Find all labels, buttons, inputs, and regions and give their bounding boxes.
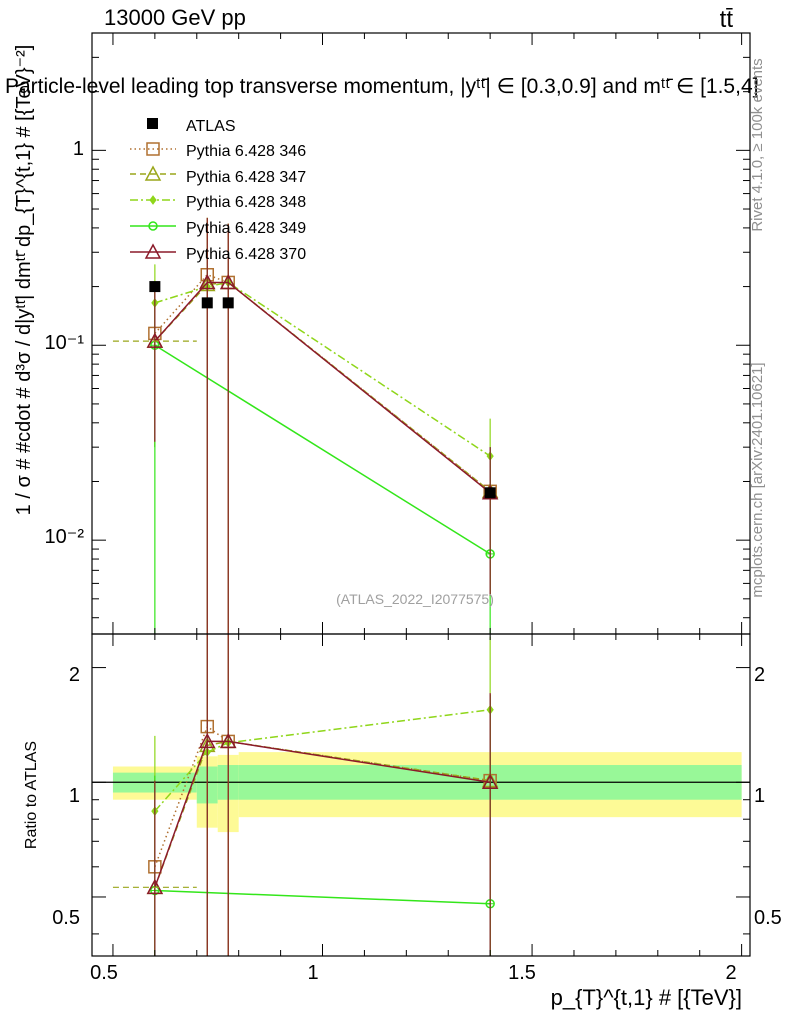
legend-marker-pythia-6-428-349 xyxy=(148,221,158,231)
pythia-6-428-348-ratio-line xyxy=(154,709,491,812)
legend-label-346: Pythia 6.428 346 xyxy=(186,143,306,160)
atlas-point-2 xyxy=(222,297,234,309)
ratio-series-layer xyxy=(112,634,499,956)
pythia-6-428-370-ratio-point-1 xyxy=(198,732,216,749)
legend-label-348: Pythia 6.428 348 xyxy=(186,194,306,211)
main-y-tick-label-1: 1 xyxy=(73,138,84,160)
legend-marker-pythia-6-428-346 xyxy=(146,142,160,156)
main-y-axis-label: 1 / σ # #cdot # d³σ / d|yᵗᵗ̄| dmᵗᵗ̄ dp_{… xyxy=(13,45,35,516)
ratio-y-axis-label: Ratio to ATLAS xyxy=(23,741,40,849)
process-label: tt̄ xyxy=(720,6,734,33)
x-axis-label: p_{T}^{t,1} # [{TeV}] xyxy=(551,985,742,1010)
x-tick-label-0.5: 0.5 xyxy=(90,962,118,984)
legend-label-347: Pythia 6.428 347 xyxy=(186,169,306,186)
ratio-y-tick-label-right-2: 2 xyxy=(754,664,765,686)
main-series-layer xyxy=(112,217,499,634)
ratio-y-tick-label-2: 2 xyxy=(69,664,80,686)
pythia-6-428-370-ratio-line xyxy=(154,740,491,888)
pythia-6-428-370-ratio-point-2 xyxy=(219,732,237,749)
ratio-y-tick-label-right-1: 1 xyxy=(754,785,765,807)
pythia-6-428-370-ratio-point-3 xyxy=(481,773,499,790)
pythia-6-428-370-point-2 xyxy=(219,273,237,290)
x-tick-label-1: 1 xyxy=(307,962,318,984)
pythia-6-428-347-line xyxy=(154,281,491,492)
legend-label-370: Pythia 6.428 370 xyxy=(186,246,306,263)
rivet-version-label: Rivet 4.1.0, ≥ 100k events xyxy=(749,58,766,231)
pythia-6-428-370-point-1 xyxy=(198,273,216,290)
ratio-frame xyxy=(91,633,751,957)
pythia-6-428-346-ratio-line xyxy=(154,725,491,868)
main-y-tick-label-0.01: 10⁻² xyxy=(45,526,85,548)
atlas-point-1 xyxy=(201,297,213,309)
axis-ticks xyxy=(92,32,750,956)
x-tick-label-1.5: 1.5 xyxy=(508,962,536,984)
ratio-y-tick-label-right-0.5: 0.5 xyxy=(754,907,782,929)
legend-label-349: Pythia 6.428 349 xyxy=(186,220,306,237)
mcplots-label: mcplots.cern.ch [arXiv:2401.10621] xyxy=(749,362,766,597)
legend-marker-atlas xyxy=(147,118,158,129)
analysis-watermark: (ATLAS_2022_I2077575) xyxy=(336,591,494,607)
main-y-tick-label-0.1: 10⁻¹ xyxy=(45,332,85,354)
pythia-6-428-349-ratio-line xyxy=(154,889,491,905)
legend-marker-pythia-6-428-347 xyxy=(144,165,162,181)
pythia-6-428-348-line xyxy=(154,281,491,457)
atlas-point-3 xyxy=(484,487,496,499)
energy-label: 13000 GeV pp xyxy=(104,5,246,30)
legend-marker-pythia-6-428-370 xyxy=(144,243,162,259)
ratio-y-tick-label-0.5: 0.5 xyxy=(52,907,80,929)
tick-labels: 0.5 1 1.5 2 10⁻² 10⁻¹ 1 0.5 1 2 0.5 1 2 xyxy=(45,138,782,984)
atlas-point-0 xyxy=(149,281,161,293)
pythia-6-428-370-line xyxy=(154,281,491,494)
ratio-y-tick-label-1: 1 xyxy=(69,785,80,807)
legend: ATLAS Pythia 6.428 346 Pythia 6.428 347 … xyxy=(130,118,306,263)
plot-title: Particle-level leading top transverse mo… xyxy=(5,75,758,98)
pythia-6-428-349-line xyxy=(154,344,491,555)
legend-label-atlas: ATLAS xyxy=(186,118,236,135)
legend-marker-pythia-6-428-348 xyxy=(149,195,157,205)
x-tick-label-2: 2 xyxy=(725,962,736,984)
